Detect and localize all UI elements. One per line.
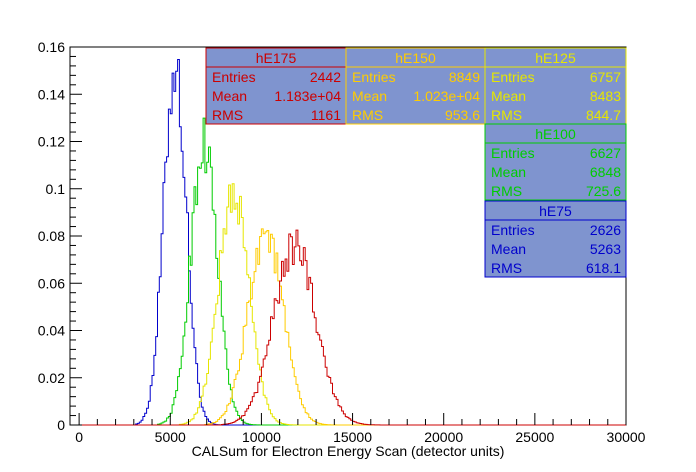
stats-value: 1.183e+04 [274, 88, 341, 104]
stats-label: Mean [212, 88, 247, 104]
y-tick-label: 0.08 [38, 228, 65, 244]
stats-label: Entries [491, 69, 535, 85]
stats-label: RMS [491, 183, 522, 199]
stats-box-bg [205, 47, 347, 125]
stats-box-bg [484, 123, 627, 201]
stats-label: Mean [491, 164, 526, 180]
stats-label: Mean [491, 88, 526, 104]
stats-title: hE150 [395, 50, 436, 66]
y-tick-label: 0.16 [38, 39, 65, 55]
stats-label: Mean [352, 88, 387, 104]
stats-title: hE75 [539, 203, 572, 219]
x-tick-label: 20000 [424, 429, 463, 445]
stats-value: 6757 [590, 69, 621, 85]
x-axis-label: CALSum for Electron Energy Scan (detecto… [192, 443, 505, 459]
stats-label: Entries [491, 145, 535, 161]
stats-label: Mean [491, 241, 526, 257]
x-tick-label: 25000 [515, 429, 554, 445]
stats-value: 844.7 [586, 107, 621, 123]
stats-value: 5263 [590, 241, 621, 257]
stats-box-bg [484, 200, 627, 278]
stats-value: 8483 [590, 88, 621, 104]
x-tick-label: 10000 [242, 429, 281, 445]
series-layer [79, 59, 626, 426]
y-tick-label: 0.06 [38, 275, 65, 291]
stats-value: 6627 [590, 145, 621, 161]
stats-title: hE100 [535, 126, 576, 142]
series-hE175 [79, 229, 626, 426]
stats-label: Entries [212, 69, 256, 85]
stats-value: 2442 [310, 69, 341, 85]
stats-value: 725.6 [586, 183, 621, 199]
stats-value: 8849 [449, 69, 480, 85]
y-tick-label: 0.04 [38, 323, 65, 339]
stats-box-hE150: hE150 Entries 8849 Mean 1.023e+04 RMS 953.6 [345, 47, 486, 125]
y-tick-label: 0 [57, 417, 65, 433]
stats-value: 953.6 [445, 107, 480, 123]
stats-value: 6848 [590, 164, 621, 180]
x-tick-label: 15000 [333, 429, 372, 445]
axes-layer: 0 5000 10000 15000 20000 25000 30000 0 0.02 0.04 0… [38, 39, 646, 445]
x-tick-label: 30000 [607, 429, 646, 445]
stats-title: hE175 [256, 50, 297, 66]
stats-box-bg [345, 47, 486, 125]
y-tick-label: 0.12 [38, 134, 65, 150]
stats-value: 2626 [590, 222, 621, 238]
stats-label: RMS [491, 260, 522, 276]
stats-label: RMS [491, 107, 522, 123]
stats-label: RMS [352, 107, 383, 123]
stats-value: 618.1 [586, 260, 621, 276]
x-tick-label: 5000 [155, 429, 186, 445]
stats-label: RMS [212, 107, 243, 123]
y-tick-label: 0.02 [38, 370, 65, 386]
stats-label: Entries [352, 69, 396, 85]
y-tick-label: 0.14 [38, 86, 65, 102]
stats-value: 1.023e+04 [413, 88, 480, 104]
x-tick-label: 0 [75, 429, 83, 445]
stats-label: Entries [491, 222, 535, 238]
y-tick-label: 0.1 [46, 181, 66, 197]
stats-title: hE125 [535, 50, 576, 66]
stats-value: 1161 [311, 107, 341, 123]
